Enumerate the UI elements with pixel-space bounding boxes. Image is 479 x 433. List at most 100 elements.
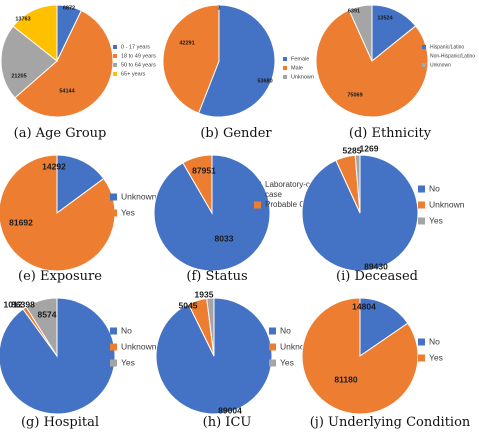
legend-label: Yes — [280, 357, 294, 367]
legend-label: Probable Case — [265, 200, 318, 209]
data-label-unknown: 3 — [217, 5, 220, 11]
pie-chart-1: 6872 54144 21205 13763 0 - 17 years 18 to 49 … — [0, 4, 156, 141]
pie-slice-yes — [206, 297, 215, 357]
legend-label: No — [121, 325, 132, 335]
pie-slice-non-hispanic-latino — [315, 9, 429, 118]
data-label-yes: 1935 — [195, 289, 214, 299]
legend-swatch — [269, 327, 276, 335]
pie-slice-hispanic-latino — [371, 4, 417, 63]
data-label-no: 89430 — [364, 261, 388, 271]
legend-label: Female — [291, 56, 309, 62]
legend-label: No — [429, 336, 440, 346]
legend-swatch — [283, 57, 287, 61]
data-label-male: 42291 — [179, 40, 194, 46]
subfigure-caption: (a) Age Group — [14, 126, 107, 141]
data-label-65-years: 13763 — [15, 16, 30, 22]
legend-swatch — [113, 72, 117, 76]
legend-label: Yes — [121, 357, 135, 367]
data-label-0-17-years: 6872 — [63, 5, 75, 11]
pie-slice-65-years — [12, 4, 58, 63]
legend-swatch — [422, 63, 426, 67]
pie-slice-female — [197, 4, 276, 118]
data-label-unknown: 14292 — [42, 161, 66, 171]
legend-swatch — [254, 181, 261, 189]
legend-swatch — [418, 201, 425, 209]
legend-swatch — [110, 193, 117, 201]
legend-label: case — [265, 190, 282, 199]
pie-chart-3: 13524 75069 6391 Hispanic/Latino Non-Hispani… — [315, 4, 475, 141]
legend-swatch — [283, 75, 287, 79]
legend-label: Unknown — [121, 191, 157, 201]
pie-slice-male — [162, 4, 220, 114]
legend-swatch — [113, 63, 117, 67]
data-label-no: 89004 — [218, 405, 242, 415]
legend-swatch — [113, 45, 117, 49]
legend-label: Laboratory-confirmed — [265, 180, 341, 189]
subfigure-caption: (i) Deceased — [336, 269, 418, 284]
pie-chart-9: 14804 81180 No Yes (j) Underlying Condition — [301, 297, 471, 430]
data-label-18-to-49-years: 54144 — [59, 88, 75, 94]
pie-slice-no — [0, 297, 116, 415]
pie-chart-2: 53680 42291 3 Female Male Unknown (b) Gender — [162, 4, 314, 141]
data-label-yes: 8574 — [38, 309, 57, 319]
data-label-unknown: 5045 — [179, 300, 198, 310]
legend-label: Unknown — [430, 62, 451, 68]
data-label-no: 14804 — [352, 301, 376, 311]
legend-label: No — [280, 325, 291, 335]
legend-label: Unknown — [429, 199, 465, 209]
data-label-unknown: 5285 — [343, 145, 362, 155]
data-label-unknown: 6391 — [348, 8, 360, 14]
legend-label: Hispanic/Latino — [430, 44, 464, 50]
legend-swatch — [254, 201, 261, 209]
data-label-hispanic-latino: 13524 — [377, 15, 393, 21]
pie-chart-4: 14292 81692 Unknown Yes (e) Exposure — [0, 154, 157, 284]
legend-label: Yes — [429, 352, 443, 362]
legend-swatch — [110, 359, 117, 367]
subfigure-caption: (h) ICU — [203, 415, 252, 430]
pie-slice-unknown — [348, 4, 373, 62]
pie-slice-18-to-49-years — [14, 9, 114, 118]
subfigure-caption: (b) Gender — [200, 126, 272, 141]
subfigure-caption: (f) Status — [186, 269, 247, 284]
pie-slice-unknown — [56, 154, 105, 214]
subfigure-caption: (g) Hospital — [21, 415, 99, 430]
legend-label: Unknown — [291, 74, 314, 80]
legend-swatch — [418, 354, 425, 362]
data-label-laboratory-confirmed-case: 87951 — [192, 165, 216, 175]
subfigure-caption: (j) Underlying Condition — [310, 415, 471, 430]
legend-swatch — [110, 343, 117, 351]
legend-swatch — [110, 209, 117, 217]
pie-slice-probable-case — [182, 154, 213, 215]
legend-swatch — [269, 359, 276, 367]
legend-swatch — [418, 185, 425, 193]
legend-label: 0 - 17 years — [121, 44, 150, 50]
subfigure-caption: (d) Ethnicity — [349, 126, 432, 141]
legend-label: Unknown — [121, 341, 157, 351]
data-label-yes: 1269 — [360, 143, 379, 153]
pie-slice-no — [359, 297, 409, 357]
legend-swatch — [269, 343, 276, 351]
data-label-yes: 81692 — [9, 217, 33, 227]
legend-swatch — [418, 338, 425, 346]
legend-swatch — [422, 54, 426, 58]
legend-swatch — [422, 45, 426, 49]
pie-slice-yes — [354, 154, 361, 214]
pie-chart-5: 87951 8033 Laboratory-confirmedcaseProbabl… — [153, 154, 341, 284]
pie-slice-yes — [301, 297, 419, 415]
data-label-probable-case: 8033 — [215, 233, 234, 243]
legend-label: 65+ years — [121, 71, 146, 77]
legend-label: 18 to 49 years — [121, 53, 156, 59]
legend-label: 50 to 64 years — [121, 62, 156, 68]
data-label-female: 53680 — [257, 78, 272, 84]
data-label-50-to-64-years: 21205 — [11, 73, 26, 79]
data-label-unknown: 1012 — [4, 299, 23, 309]
data-label-no: 86398 — [11, 299, 35, 309]
legend-label: Unknown — [280, 341, 316, 351]
legend-swatch — [110, 327, 117, 335]
legend-label: No — [429, 183, 440, 193]
legend-label: Non-Hispanic/Latino — [430, 53, 475, 59]
